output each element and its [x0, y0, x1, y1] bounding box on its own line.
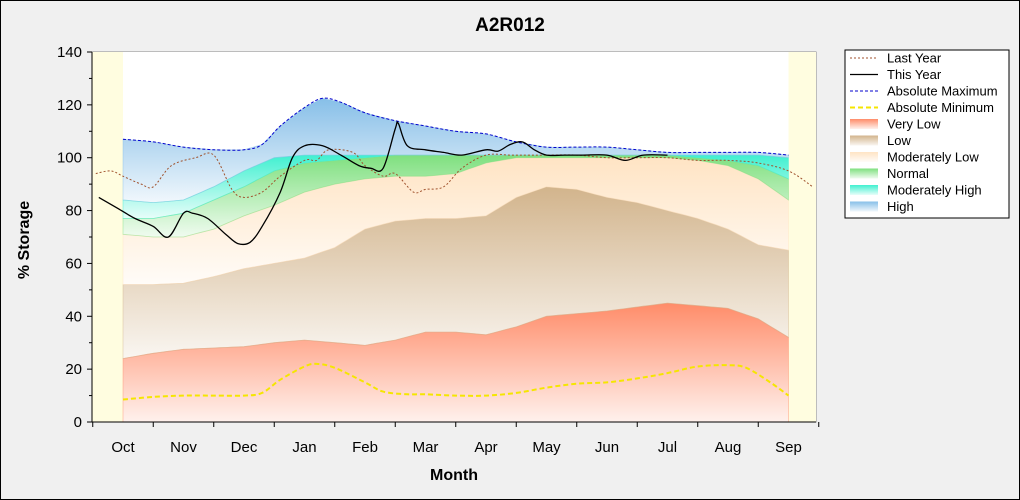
ticks-layer: 0 20 40 60 80 100 120 140 Oct Nov Dec Jan Feb Mar Apr M… — [57, 44, 820, 456]
x-tick-label: Dec — [231, 439, 258, 456]
legend-swatch — [850, 119, 878, 129]
legend-label: Moderately Low — [887, 150, 979, 165]
chart-title: A2R012 — [475, 15, 545, 36]
legend-swatch — [850, 201, 878, 212]
series-absolute-maximum — [122, 97, 789, 156]
x-tick-label: Aug — [715, 439, 742, 456]
legend-swatch — [850, 135, 878, 146]
y-tick-label: 0 — [74, 414, 82, 431]
x-tick-label: Oct — [111, 439, 135, 456]
legend-label: This Year — [887, 67, 942, 82]
x-tick-label: Sep — [775, 439, 802, 456]
lines-layer — [95, 97, 813, 401]
x-tick-label: Mar — [413, 439, 439, 456]
y-tick-label: 60 — [65, 255, 82, 272]
x-tick-label: Apr — [474, 439, 497, 456]
y-tick-label: 100 — [57, 150, 82, 167]
bands-layer — [122, 52, 789, 423]
y-tick-label: 80 — [65, 203, 82, 220]
legend-swatch — [850, 168, 878, 179]
x-tick-label: Nov — [170, 439, 197, 456]
legend-swatch — [850, 152, 878, 162]
x-tick-label: Jan — [292, 439, 316, 456]
series-last-year — [95, 148, 813, 198]
y-tick-label: 120 — [57, 97, 82, 114]
x-tick-label: Feb — [352, 439, 378, 456]
series-this-year — [98, 121, 668, 246]
x-tick-label: Jul — [658, 439, 677, 456]
y-tick-label: 140 — [57, 44, 82, 61]
x-tick-label: Jun — [595, 439, 619, 456]
legend-label: High — [887, 199, 914, 214]
y-tick-label: 20 — [65, 361, 82, 378]
y-tick-label: 40 — [65, 308, 82, 325]
legend-label: Absolute Minimum — [887, 100, 994, 115]
legend-label: Very Low — [887, 117, 941, 132]
legend-label: Last Year — [887, 51, 942, 66]
legend-label: Moderately High — [887, 183, 982, 198]
legend-label: Low — [887, 133, 911, 148]
x-axis-title: Month — [430, 467, 478, 484]
legend-label: Normal — [887, 166, 929, 181]
legend-swatch — [850, 185, 878, 195]
legend-label: Absolute Maximum — [887, 84, 998, 99]
x-tick-label: May — [532, 439, 561, 456]
y-axis-title: % Storage — [16, 201, 33, 279]
